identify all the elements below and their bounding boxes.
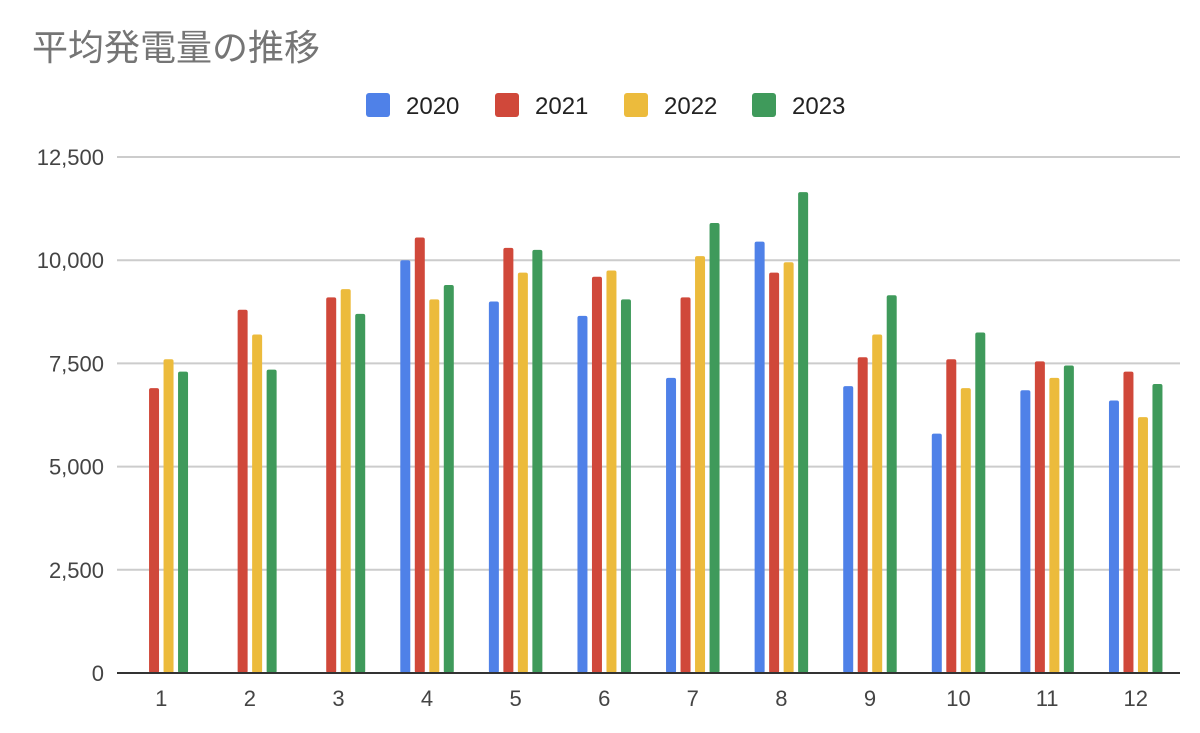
- bar-2021-11: [1034, 361, 1045, 673]
- bar-2020-12: [1108, 400, 1119, 673]
- legend-swatch-2021: [495, 93, 519, 117]
- bar-2023-6: [620, 299, 631, 673]
- bar-2021-8: [769, 272, 780, 673]
- x-tick-label: 2: [244, 686, 256, 711]
- legend-label-2021: 2021: [535, 93, 588, 120]
- bar-2023-10: [975, 332, 986, 673]
- y-tick-label: 12,500: [37, 145, 104, 170]
- bar-2023-8: [798, 192, 809, 673]
- bar-2021-7: [680, 297, 691, 673]
- bar-2020-9: [843, 386, 854, 673]
- x-tick-label: 5: [510, 686, 522, 711]
- x-tick-label: 8: [775, 686, 787, 711]
- bar-2021-9: [857, 357, 868, 673]
- bar-2021-4: [414, 237, 425, 673]
- bar-2023-3: [355, 313, 366, 673]
- bar-2023-7: [709, 223, 720, 673]
- legend-label-2020: 2020: [406, 93, 459, 120]
- legend-label-2022: 2022: [664, 93, 717, 120]
- legend-swatch-2022: [624, 93, 648, 117]
- y-tick-label: 5,000: [49, 455, 104, 480]
- bar-2020-6: [577, 315, 588, 673]
- bar-2020-4: [400, 260, 411, 673]
- bar-2021-5: [503, 247, 514, 674]
- bar-2023-5: [532, 249, 543, 673]
- x-tick-label: 7: [687, 686, 699, 711]
- bar-2022-10: [960, 388, 971, 673]
- bar-2022-8: [783, 262, 794, 673]
- bar-2021-6: [591, 276, 602, 673]
- y-tick-label: 7,500: [49, 351, 104, 376]
- chart-title: 平均発電量の推移: [32, 28, 320, 69]
- legend-swatch-2023: [752, 93, 776, 117]
- bar-2020-5: [488, 301, 499, 673]
- bar-2023-11: [1063, 365, 1074, 673]
- bar-2022-2: [252, 334, 263, 673]
- bar-2020-11: [1020, 390, 1031, 673]
- legend: 2020 2021 2022 2023: [366, 93, 845, 120]
- y-tick-label: 0: [92, 661, 104, 686]
- bar-2023-9: [886, 295, 897, 673]
- x-axis-ticks: 1 2 3 4 5 6 7 8 9 10 11 12: [155, 686, 1148, 711]
- x-tick-label: 9: [864, 686, 876, 711]
- legend-label-2023: 2023: [792, 93, 845, 120]
- bar-2022-11: [1049, 377, 1060, 673]
- x-tick-label: 4: [421, 686, 433, 711]
- bar-2021-10: [946, 359, 957, 673]
- bar-2023-1: [178, 371, 189, 673]
- bar-2020-7: [666, 377, 677, 673]
- bar-2022-4: [429, 299, 440, 673]
- bar-2022-12: [1137, 417, 1148, 673]
- bar-2022-7: [695, 256, 706, 673]
- bar-2022-6: [606, 270, 617, 673]
- x-tick-label: 6: [598, 686, 610, 711]
- y-axis-ticks: 0 2,500 5,000 7,500 10,000 12,500: [37, 145, 104, 686]
- x-tick-label: 3: [332, 686, 344, 711]
- bar-2021-1: [149, 388, 160, 673]
- bar-2023-4: [443, 284, 454, 673]
- bar-2021-3: [326, 297, 337, 673]
- bar-2023-2: [266, 369, 277, 673]
- bar-2021-2: [237, 309, 248, 673]
- gridlines: [117, 156, 1180, 571]
- bar-2022-1: [163, 359, 174, 673]
- bar-2022-3: [340, 289, 351, 673]
- y-tick-label: 10,000: [37, 248, 104, 273]
- x-tick-label: 12: [1123, 686, 1147, 711]
- bar-2022-9: [872, 334, 883, 673]
- bars: [149, 192, 1163, 674]
- bar-2023-12: [1152, 384, 1163, 673]
- bar-2020-10: [931, 433, 942, 673]
- x-tick-label: 1: [155, 686, 167, 711]
- legend-swatch-2020: [366, 93, 390, 117]
- bar-2022-5: [517, 272, 528, 673]
- x-tick-label: 11: [1036, 686, 1059, 711]
- y-tick-label: 2,500: [49, 558, 104, 583]
- bar-2020-8: [754, 241, 765, 673]
- x-tick-label: 10: [946, 686, 970, 711]
- bar-2021-12: [1123, 371, 1134, 673]
